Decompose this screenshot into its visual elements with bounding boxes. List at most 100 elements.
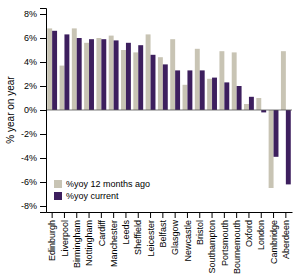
tick-label: Glasgow — [170, 219, 180, 255]
tick-mark — [273, 212, 274, 218]
bar — [200, 70, 205, 110]
bar — [52, 31, 57, 110]
tick-mark — [40, 86, 46, 87]
tick-mark — [125, 212, 126, 218]
axis-line — [40, 9, 47, 213]
bar — [187, 70, 192, 110]
tick: 6% — [24, 33, 46, 43]
bar — [232, 52, 237, 110]
tick-mark — [40, 38, 46, 39]
legend-label: %yoy current — [66, 191, 119, 201]
bar — [64, 34, 69, 110]
tick: London — [256, 212, 266, 250]
tick: Leeds — [121, 212, 131, 245]
tick-mark — [285, 212, 286, 218]
tick: Southampton — [207, 212, 217, 274]
tick-label: Portsmouth — [220, 220, 230, 266]
tick: -2% — [21, 129, 46, 139]
tick-label: Leeds — [121, 220, 131, 245]
tick-mark — [64, 212, 65, 218]
tick-mark — [175, 212, 176, 218]
tick-mark — [224, 212, 225, 218]
tick-label: 0% — [24, 105, 37, 115]
tick-mark — [52, 212, 53, 218]
tick: Leicester — [146, 212, 156, 257]
tick-label: Birmingham — [72, 220, 82, 268]
tick-mark — [138, 212, 139, 218]
tick-mark — [76, 212, 77, 218]
bar — [101, 39, 106, 110]
bar — [286, 110, 291, 184]
legend-item: %yoy current — [54, 191, 119, 201]
tick-label: 2% — [24, 81, 37, 91]
tick: -8% — [21, 201, 46, 211]
tick: Birmingham — [72, 212, 82, 268]
baseline — [46, 110, 292, 111]
tick-label: -2% — [21, 129, 37, 139]
tick: 8% — [24, 9, 46, 19]
bar — [89, 39, 94, 110]
tick: Portsmouth — [220, 212, 230, 266]
tick-label: -4% — [21, 153, 37, 163]
x-axis: EdinburghLiverpoolBirminghamNottinghamCa… — [47, 212, 293, 274]
tick-mark — [187, 212, 188, 218]
tick-label: Liverpool — [60, 220, 70, 257]
bar — [237, 86, 242, 110]
tick-mark — [150, 212, 151, 218]
bar — [244, 104, 249, 110]
tick: Cambridge — [269, 212, 279, 264]
bar — [72, 28, 77, 110]
tick-label: Belfast — [158, 220, 168, 248]
tick-mark — [40, 158, 46, 159]
tick-mark — [113, 212, 114, 218]
tick-mark — [40, 182, 46, 183]
bar — [256, 98, 261, 110]
bar — [96, 38, 101, 110]
tick: Newcastle — [183, 212, 193, 262]
tick-label: Bournemouth — [232, 220, 242, 274]
bar — [219, 51, 224, 110]
tick-label: Oxford — [244, 220, 254, 247]
tick-label: -6% — [21, 177, 37, 187]
bar — [195, 49, 200, 110]
bar — [77, 38, 82, 110]
tick: Glasgow — [170, 212, 180, 255]
tick-label: Bristol — [195, 220, 205, 245]
tick-mark — [162, 212, 163, 218]
tick-mark — [101, 212, 102, 218]
tick: Sheffield — [133, 212, 143, 255]
tick-label: 8% — [24, 9, 37, 19]
tick-label: 4% — [24, 57, 37, 67]
tick-label: London — [256, 220, 266, 250]
legend: %yoy 12 months ago %yoy current — [54, 179, 150, 201]
tick: Manchester — [109, 212, 119, 267]
bars — [46, 28, 292, 188]
tick: Belfast — [158, 212, 168, 248]
tick: Liverpool — [60, 212, 70, 257]
tick-label: Cardiff — [97, 220, 107, 247]
bar — [47, 28, 52, 110]
tick-label: Leicester — [146, 220, 156, 257]
tick-label: Newcastle — [183, 220, 193, 262]
tick-label: Nottingham — [84, 220, 94, 266]
tick-label: -8% — [21, 201, 37, 211]
tick-mark — [236, 212, 237, 218]
bar — [207, 79, 212, 110]
tick-mark — [261, 212, 262, 218]
tick: 2% — [24, 81, 46, 91]
plot: -8% -6% -4% -2% 0% 2% 4% 6% 8% EdinburghLiverpool… — [21, 9, 293, 275]
tick-mark — [89, 212, 90, 218]
bar — [121, 50, 126, 110]
y-axis: -8% -6% -4% -2% 0% 2% 4% 6% 8% — [21, 9, 47, 213]
bar — [146, 34, 151, 110]
tick-mark — [40, 62, 46, 63]
legend-label: %yoy 12 months ago — [66, 179, 150, 189]
tick-label: Cambridge — [269, 220, 279, 264]
bar — [126, 43, 131, 110]
bar — [60, 66, 65, 110]
tick: Nottingham — [84, 212, 94, 266]
tick: Cardiff — [97, 212, 107, 246]
tick: -6% — [21, 177, 46, 187]
bar — [109, 36, 114, 110]
tick: Oxford — [244, 212, 254, 247]
